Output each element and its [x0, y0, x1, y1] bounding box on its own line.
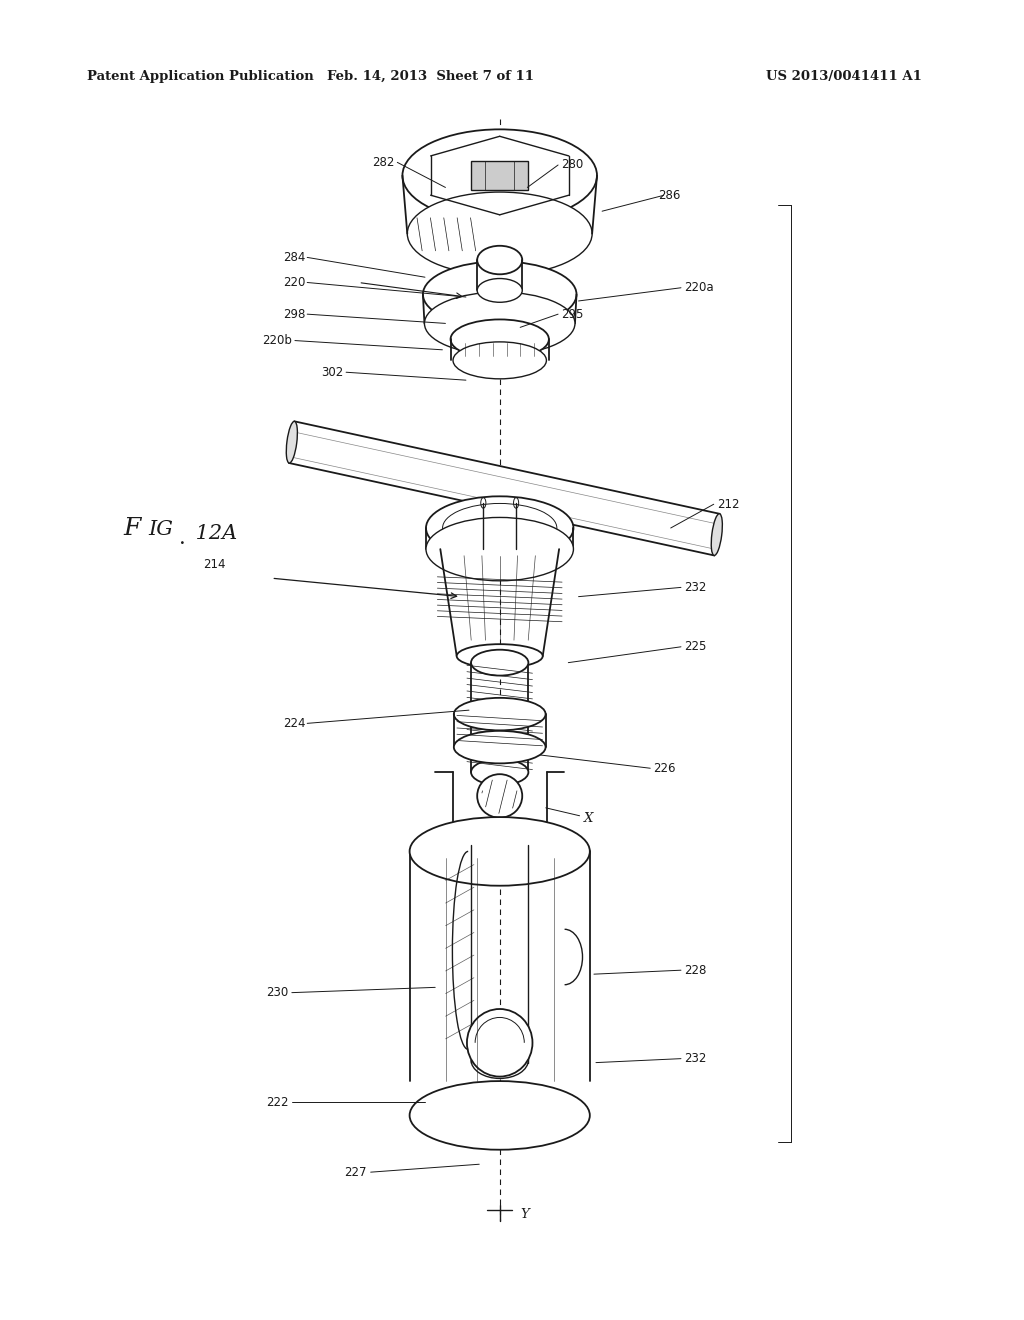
Text: 222: 222	[266, 1096, 289, 1109]
Ellipse shape	[426, 496, 573, 560]
Ellipse shape	[471, 759, 528, 785]
Ellipse shape	[408, 193, 592, 276]
Text: 224: 224	[283, 717, 305, 730]
Text: 228: 228	[684, 964, 707, 977]
Text: F: F	[123, 516, 140, 540]
Text: 302: 302	[321, 366, 343, 379]
Ellipse shape	[454, 731, 546, 763]
Ellipse shape	[477, 279, 522, 302]
Text: 225: 225	[684, 640, 707, 653]
Text: Y: Y	[520, 1208, 529, 1221]
Text: Patent Application Publication: Patent Application Publication	[87, 70, 313, 83]
Ellipse shape	[477, 246, 522, 275]
Text: 286: 286	[658, 189, 681, 202]
Text: 220b: 220b	[262, 334, 292, 347]
Ellipse shape	[451, 319, 549, 359]
Text: .: .	[179, 529, 186, 548]
Ellipse shape	[424, 292, 575, 355]
Ellipse shape	[402, 129, 597, 222]
Text: 232: 232	[684, 1052, 707, 1065]
Text: 295: 295	[561, 308, 584, 321]
Text: IG: IG	[148, 520, 173, 539]
Text: Feb. 14, 2013  Sheet 7 of 11: Feb. 14, 2013 Sheet 7 of 11	[327, 70, 534, 83]
Ellipse shape	[410, 817, 590, 886]
Ellipse shape	[287, 421, 297, 463]
Polygon shape	[289, 421, 720, 556]
Ellipse shape	[712, 513, 722, 556]
Text: 220: 220	[283, 276, 305, 289]
Text: 214: 214	[203, 557, 225, 570]
Text: 298: 298	[283, 308, 305, 321]
Text: 230: 230	[266, 986, 289, 999]
Text: 280: 280	[561, 158, 584, 172]
Ellipse shape	[423, 261, 577, 327]
Ellipse shape	[442, 503, 557, 553]
Ellipse shape	[453, 342, 547, 379]
Polygon shape	[471, 161, 528, 190]
Ellipse shape	[477, 774, 522, 817]
Ellipse shape	[467, 1008, 532, 1077]
Text: US 2013/0041411 A1: US 2013/0041411 A1	[766, 70, 922, 83]
Ellipse shape	[457, 644, 543, 668]
Ellipse shape	[454, 698, 546, 730]
Text: 227: 227	[344, 1166, 367, 1179]
Text: 282: 282	[372, 156, 394, 169]
Text: 232: 232	[684, 581, 707, 594]
Text: 12A: 12A	[189, 524, 238, 543]
Ellipse shape	[426, 517, 573, 581]
Ellipse shape	[410, 1081, 590, 1150]
Text: 220a: 220a	[684, 281, 714, 294]
Text: X: X	[584, 812, 593, 825]
Text: 226: 226	[653, 762, 676, 775]
Text: 212: 212	[717, 498, 739, 511]
Text: 284: 284	[283, 251, 305, 264]
Ellipse shape	[471, 649, 528, 676]
